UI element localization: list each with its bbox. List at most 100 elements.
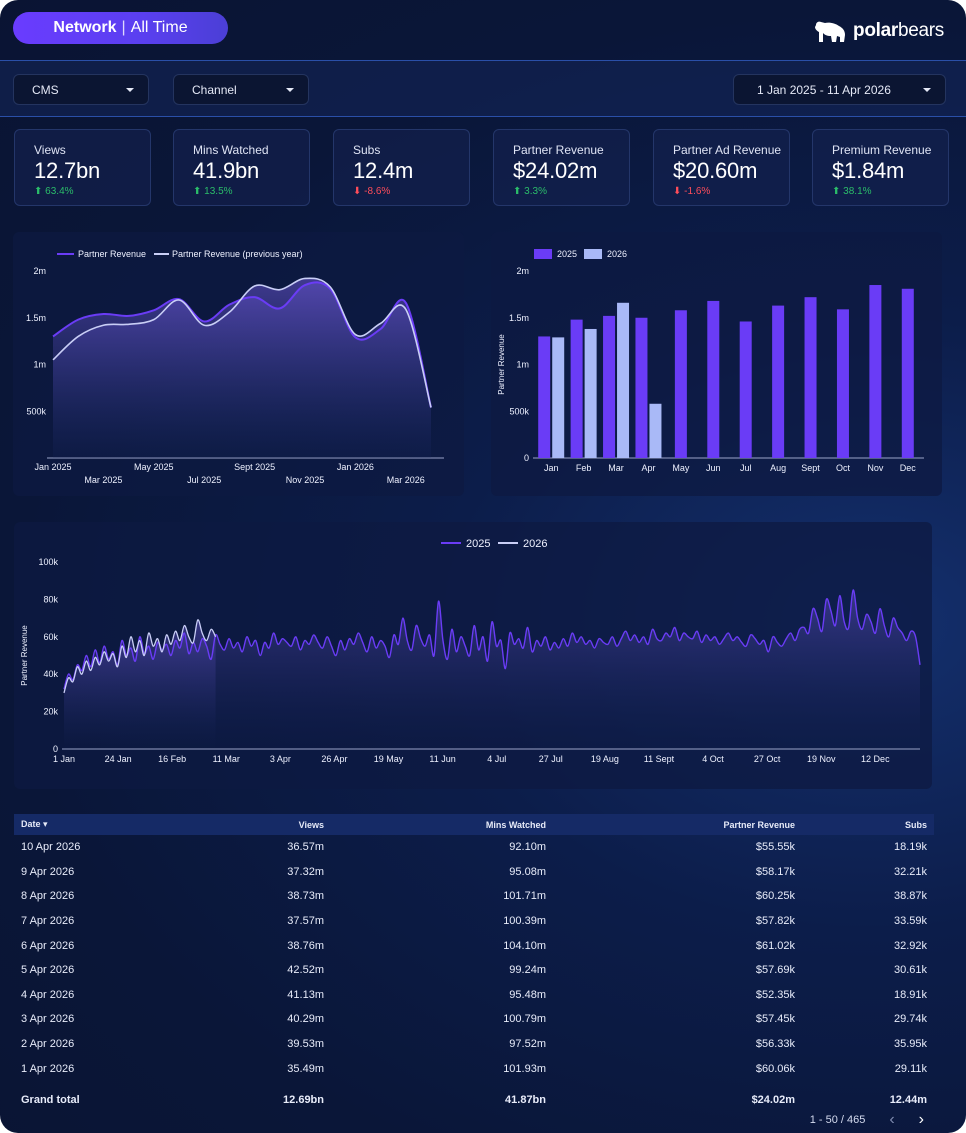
kpi-delta: ⬆ 63.4% [34, 186, 74, 197]
daily-line-chart: 2025 2026 100k 80k 60k 40k 20k 0 Partner Revenue… [20, 538, 921, 764]
daily-stats-table: Date ▾ Views Mins Watched Partner Revenu… [14, 814, 934, 1114]
total-revenue: $24.02m [751, 1093, 795, 1106]
kpi-label: Subs [353, 143, 381, 157]
total-label: Grand total [21, 1093, 80, 1106]
legend-swatch-2026 [584, 249, 602, 259]
cell-date: 5 Apr 2026 [21, 964, 75, 977]
prev-page-icon[interactable]: ‹ [889, 1111, 895, 1128]
bar-2025-mar [603, 315, 616, 458]
cell-revenue: $58.17k [755, 865, 795, 878]
arrow-up-icon: ⬆ [832, 186, 841, 197]
page-title-pill[interactable]: Network | All Time [13, 12, 228, 44]
x-tick-label: Mar [608, 463, 624, 473]
table-row[interactable]: 10 Apr 2026 36.57m 92.10m $55.55k 18.19k [14, 835, 934, 860]
col-mins-header[interactable]: Mins Watched [485, 819, 546, 830]
cms-select-label: CMS [32, 82, 59, 97]
legend-swatch-2025 [534, 249, 552, 259]
kpi-delta: ⬆ 13.5% [193, 186, 233, 197]
col-views-header[interactable]: Views [298, 819, 324, 830]
total-mins: 41.87bn [505, 1093, 546, 1106]
bar-2025-feb [570, 319, 583, 458]
x-tick-label: Jan [544, 463, 559, 473]
filter-bar: CMS Channel 1 Jan 2025 - 11 Apr 2026 [0, 60, 966, 117]
col-subs-header[interactable]: Subs [904, 819, 927, 830]
kpi-delta: ⬇ -1.6% [673, 186, 711, 197]
x-tick-label: 27 Jul [539, 754, 563, 764]
table-row[interactable]: 5 Apr 2026 42.52m 99.24m $57.69k 30.61k [14, 958, 934, 983]
bar-2025-aug [772, 305, 785, 458]
kpi-card-views: Views 12.7bn ⬆ 63.4% [14, 129, 151, 206]
x-tick-label: Nov 2025 [286, 475, 325, 485]
table-row[interactable]: 6 Apr 2026 38.76m 104.10m $61.02k 32.92k [14, 933, 934, 958]
area-fill-2025 [64, 589, 920, 749]
legend-label-current: Partner Revenue [78, 249, 146, 259]
cell-mins: 101.93m [503, 1062, 546, 1075]
y-tick-label: 40k [43, 669, 58, 679]
cell-revenue: $57.45k [755, 1013, 795, 1026]
x-tick-label: 3 Apr [270, 754, 291, 764]
cell-views: 41.13m [287, 988, 324, 1001]
cell-subs: 18.91k [893, 988, 927, 1001]
table-row[interactable]: 9 Apr 2026 37.32m 95.08m $58.17k 32.21k [14, 860, 934, 885]
x-tick-label: Sept 2025 [234, 462, 275, 472]
cell-date: 3 Apr 2026 [21, 1013, 75, 1026]
date-range-select[interactable]: 1 Jan 2025 - 11 Apr 2026 [733, 74, 946, 105]
col-revenue-header[interactable]: Partner Revenue [723, 819, 795, 830]
cell-mins: 100.79m [503, 1013, 546, 1026]
kpi-card-premium-revenue: Premium Revenue $1.84m ⬆ 38.1% [812, 129, 949, 206]
chevron-down-icon [286, 87, 294, 92]
table-row[interactable]: 2 Apr 2026 39.53m 97.52m $56.33k 35.95k [14, 1032, 934, 1057]
x-tick-label: May [672, 463, 690, 473]
kpi-value: $20.60m [673, 158, 758, 183]
x-tick-label: 26 Apr [321, 754, 347, 764]
bar-2025-may [674, 310, 687, 458]
cell-mins: 95.08m [509, 865, 546, 878]
cell-date: 6 Apr 2026 [21, 939, 75, 952]
total-views: 12.69bn [283, 1093, 324, 1106]
cms-select[interactable]: CMS [13, 74, 149, 105]
bar-2025-oct [836, 309, 849, 458]
cell-date: 1 Apr 2026 [21, 1062, 75, 1075]
x-tick-label: Mar 2025 [84, 475, 122, 485]
revenue-area-chart-panel: Partner Revenue Partner Revenue (previous… [13, 232, 464, 496]
bar-2025-jan [538, 336, 551, 458]
kpi-value: 41.9bn [193, 158, 260, 183]
title-separator: | [121, 19, 126, 36]
kpi-label: Premium Revenue [832, 143, 932, 157]
cell-date: 8 Apr 2026 [21, 890, 75, 903]
legend-label-2026: 2026 [523, 538, 547, 550]
table-row[interactable]: 7 Apr 2026 37.57m 100.39m $57.82k 33.59k [14, 909, 934, 934]
period-title: All Time [130, 19, 188, 36]
x-tick-label: Jan 2026 [337, 462, 374, 472]
y-tick-label: 2m [33, 266, 46, 276]
table-row[interactable]: 8 Apr 2026 38.73m 101.71m $60.25k 38.87k [14, 884, 934, 909]
channel-select[interactable]: Channel [173, 74, 309, 105]
x-tick-label: Oct [836, 463, 851, 473]
x-tick-label: Jul [740, 463, 752, 473]
x-tick-label: Sept [801, 463, 820, 473]
y-tick-label: 100k [38, 557, 58, 567]
x-tick-label: Jul 2025 [187, 475, 221, 485]
table-row[interactable]: 4 Apr 2026 41.13m 95.48m $52.35k 18.91k [14, 983, 934, 1008]
cell-revenue: $52.35k [755, 988, 795, 1001]
y-tick-label: 60k [43, 632, 58, 642]
table-row[interactable]: 1 Apr 2026 35.49m 101.93m $60.06k 29.11k [14, 1056, 934, 1081]
x-tick-label: Apr [641, 463, 655, 473]
cell-subs: 35.95k [893, 1038, 927, 1051]
col-date-header[interactable]: Date ▾ [21, 819, 48, 829]
arrow-down-icon: ⬇ [673, 186, 682, 197]
bar-2025-sept [804, 297, 817, 458]
legend-label-previous: Partner Revenue (previous year) [172, 249, 303, 259]
y-tick-label: 2m [516, 266, 529, 276]
x-tick-label: 24 Jan [105, 754, 132, 764]
x-tick-label: 19 Nov [807, 754, 836, 764]
y-tick-label: 0 [53, 744, 58, 754]
cell-revenue: $60.25k [755, 890, 795, 903]
y-tick-label: 500k [26, 406, 46, 416]
brand-logo: polarbears [813, 16, 944, 46]
arrow-down-icon: ⬇ [353, 186, 362, 197]
table-row[interactable]: 3 Apr 2026 40.29m 100.79m $57.45k 29.74k [14, 1007, 934, 1032]
next-page-icon[interactable]: › [918, 1111, 924, 1128]
cell-mins: 101.71m [503, 890, 546, 903]
chevron-down-icon [923, 87, 931, 92]
